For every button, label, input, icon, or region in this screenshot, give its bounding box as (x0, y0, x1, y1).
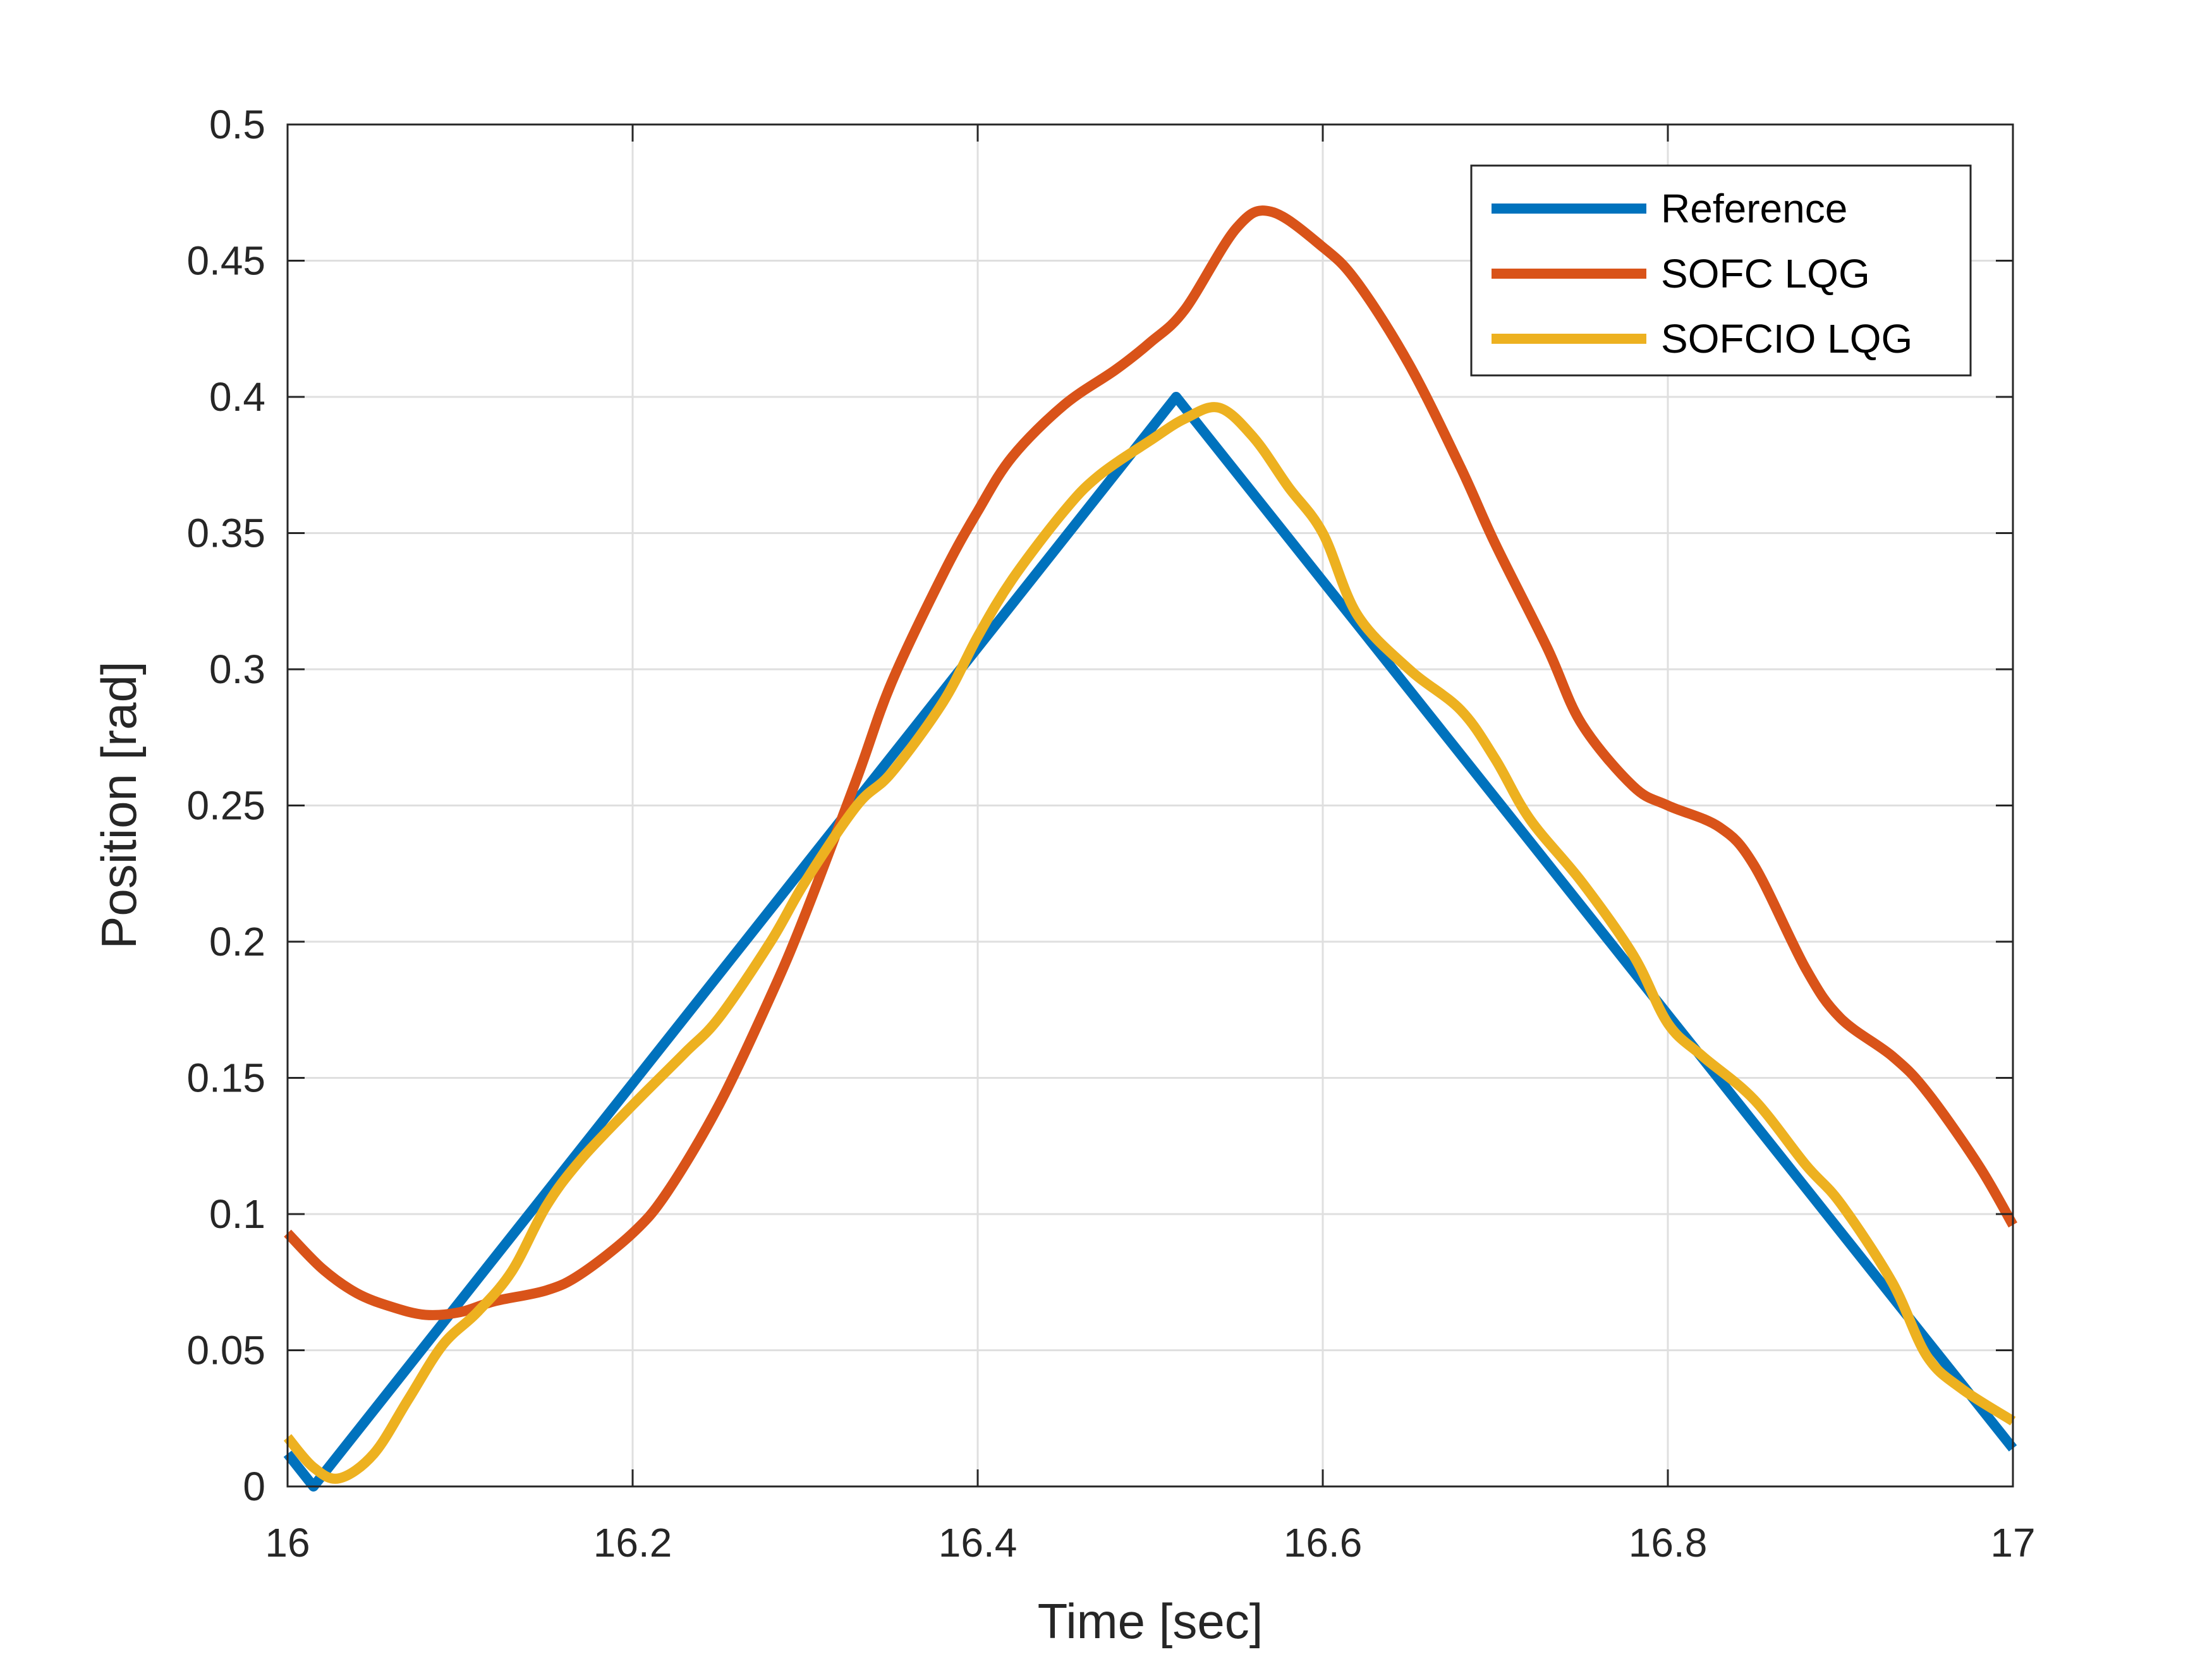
x-tick-label: 16.6 (1284, 1520, 1363, 1565)
series-line-sofcio-lqg (283, 402, 2016, 1484)
x-axis-label: Time [sec] (1038, 1593, 1263, 1649)
legend-label: SOFC LQG (1661, 251, 1870, 296)
y-tick-label: 0.25 (186, 783, 265, 829)
y-tick-label: 0.3 (209, 647, 265, 692)
series-line-reference (283, 392, 2017, 1492)
axes (286, 123, 2014, 1488)
y-tick-labels: 0 0.05 0.1 0.15 0.2 0.25 0.3 0.35 0.4 0.45 0.5 (186, 102, 265, 1509)
y-tick-label: 0.35 (186, 511, 265, 556)
x-tick-labels: 16 16.2 16.4 16.6 16.8 17 (265, 1520, 2035, 1565)
y-tick-label: 0.05 (186, 1328, 265, 1373)
x-tick-label: 16 (265, 1520, 310, 1565)
y-tick-label: 0.15 (186, 1055, 265, 1101)
x-tick-label: 16.8 (1629, 1520, 1708, 1565)
x-tick-label: 17 (1990, 1520, 2035, 1565)
legend-label: Reference (1661, 186, 1847, 231)
y-axis-label: Position [rad] (91, 661, 147, 949)
y-tick-label: 0.45 (186, 238, 265, 284)
x-tick-label: 16.2 (593, 1520, 672, 1565)
series-lines (283, 205, 2017, 1492)
y-tick-label: 0.4 (209, 374, 265, 420)
y-tick-label: 0.2 (209, 919, 265, 964)
y-tick-label: 0 (243, 1464, 265, 1509)
y-tick-label: 0.5 (209, 102, 265, 147)
series-line-sofc-lqg (284, 205, 2017, 1320)
x-tick-label: 16.4 (939, 1520, 1018, 1565)
y-tick-label: 0.1 (209, 1191, 265, 1237)
legend: Reference SOFC LQG SOFCIO LQG (1470, 164, 1972, 377)
legend-label: SOFCIO LQG (1661, 316, 1912, 362)
